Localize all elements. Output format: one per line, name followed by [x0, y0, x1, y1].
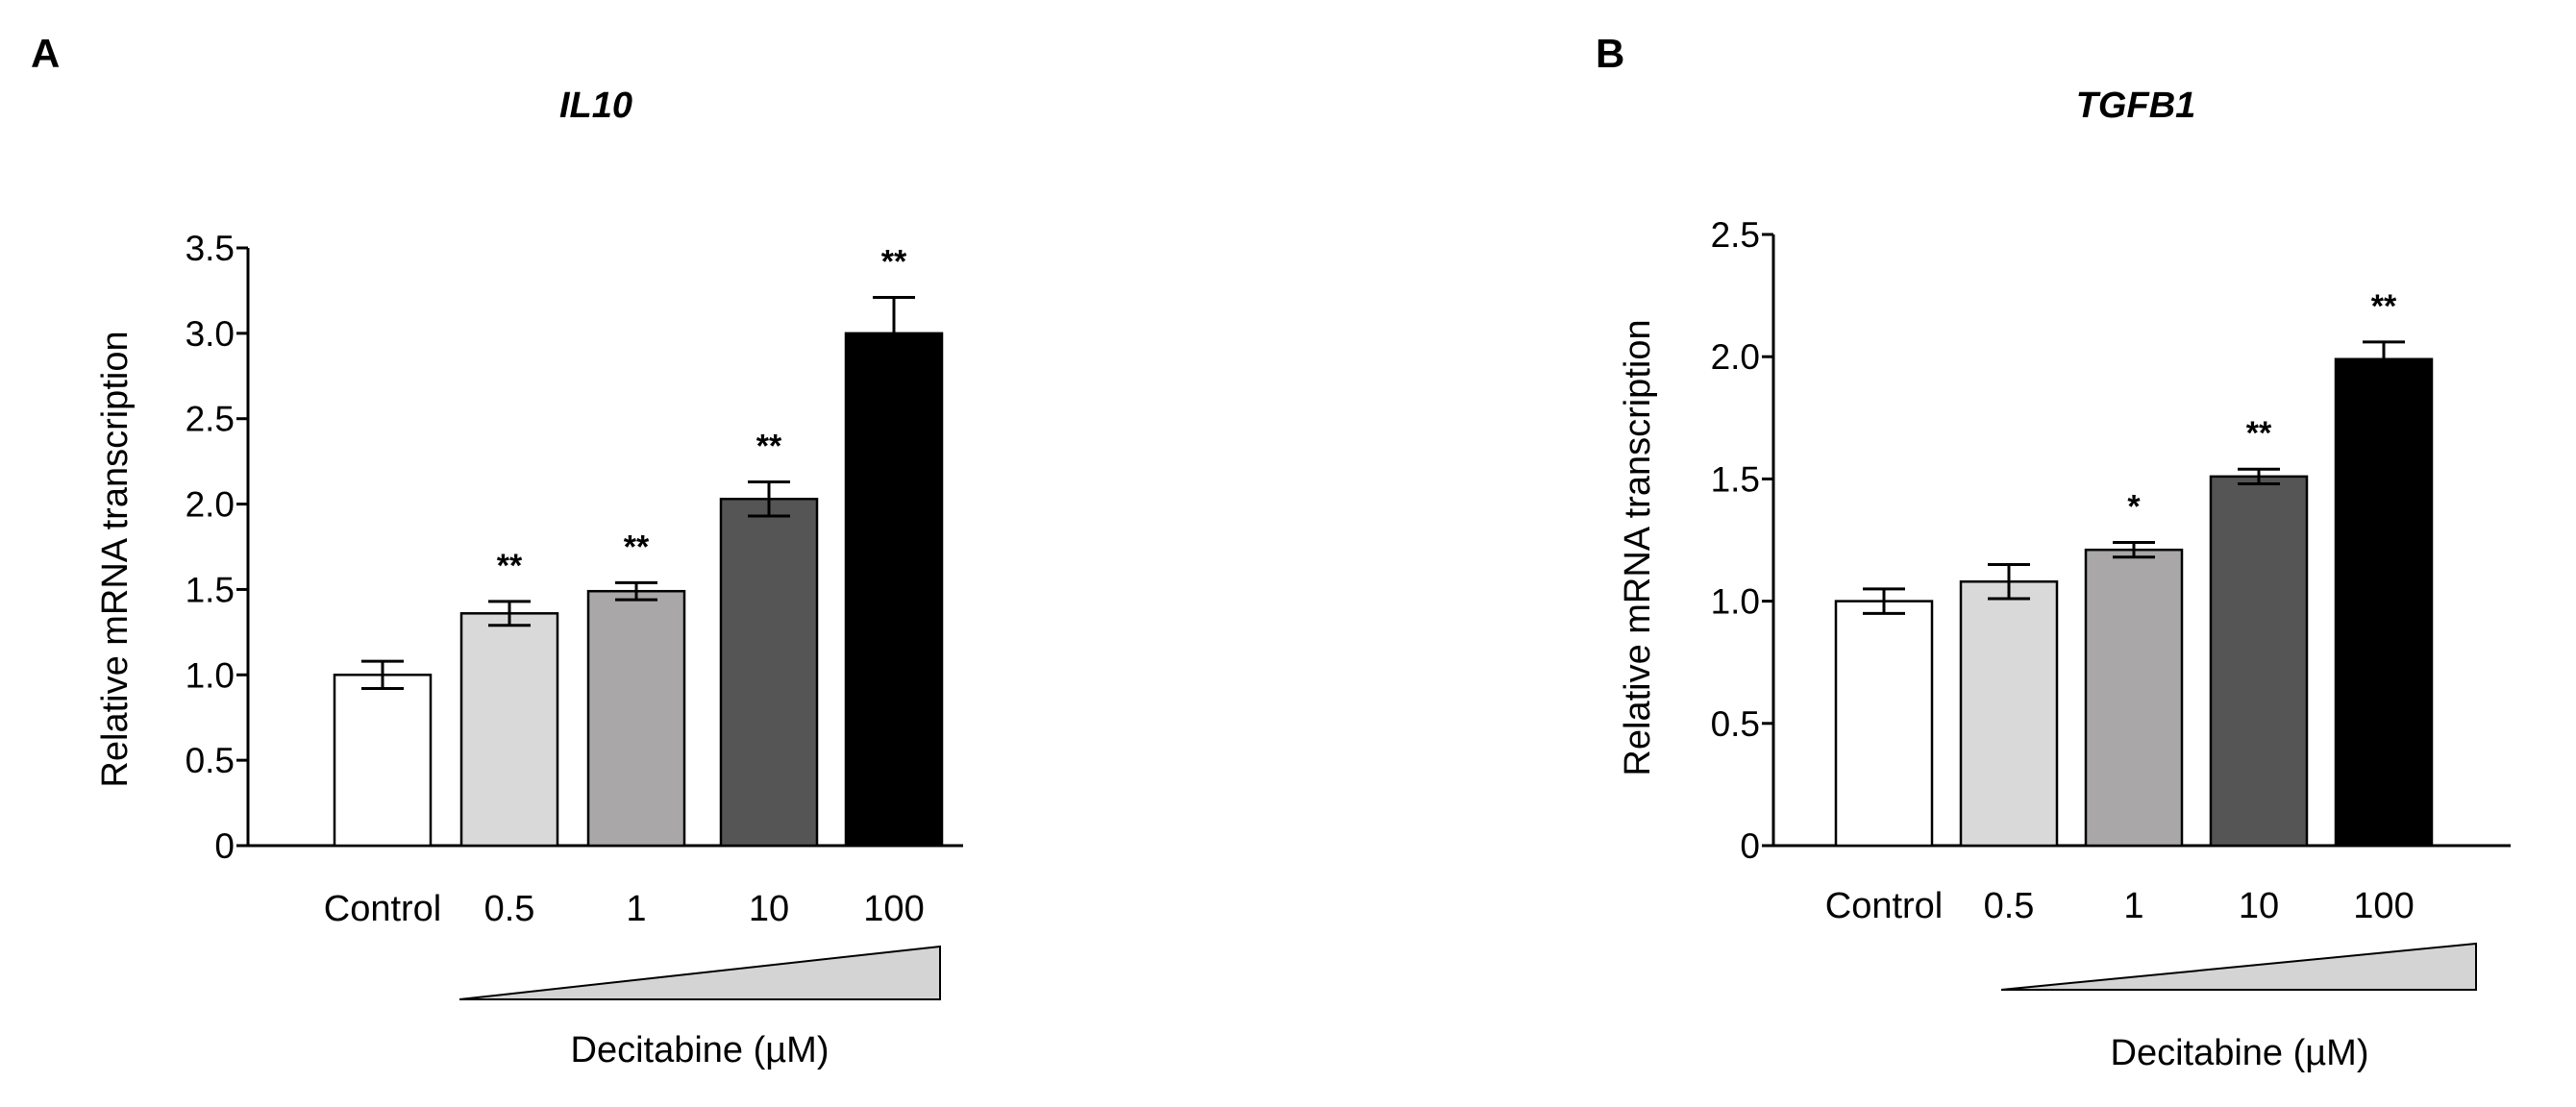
y-tick-label-b: 0 [1740, 826, 1760, 866]
y-tick-label-a: 0 [214, 826, 235, 866]
bar-b-3 [2209, 475, 2309, 848]
bar-a-0 [333, 674, 433, 848]
y-tick-label-b: 1.5 [1711, 459, 1760, 499]
bar-a-2 [586, 589, 686, 848]
y-axis-title-a: Relative mRNA transcription [95, 331, 136, 787]
x-category-label-b-1: 0.5 [1984, 886, 2035, 926]
y-tick-label-b: 1.0 [1711, 582, 1760, 622]
y-axis-title-b: Relative mRNA transcription [1618, 319, 1658, 775]
y-tick-label-b: 2.5 [1711, 215, 1760, 255]
x-category-label-b-4: 100 [2353, 886, 2414, 926]
chart-b-plot: 0 0.5 1.0 1.5 2.0 2.5 Control 0.5 * 1 ** 10 ** 100 [1711, 215, 2511, 926]
y-tick-label-a: 1.0 [186, 655, 235, 695]
bar-b-1 [1959, 579, 2059, 848]
y-tick-label-a: 3.0 [186, 314, 235, 354]
y-tick-label-b: 2.0 [1711, 337, 1760, 377]
x-category-label-a-2: 1 [626, 889, 646, 929]
x-category-label-b-0: Control [1825, 886, 1944, 926]
y-tick-label-a: 1.5 [186, 570, 235, 609]
bar-b-4 [2334, 357, 2434, 848]
significance-label-b-4: ** [2371, 288, 2397, 325]
panel-letter-b: B [1596, 31, 1624, 76]
y-tick-label-a: 2.0 [186, 485, 235, 525]
significance-label-a-4: ** [881, 244, 907, 281]
x-category-label-a-0: Control [324, 889, 442, 929]
significance-label-b-3: ** [2246, 415, 2272, 452]
bar-b-2 [2084, 548, 2184, 848]
y-tick-label-b: 0.5 [1711, 704, 1760, 744]
y-tick-label-a: 2.5 [186, 400, 235, 439]
x-category-label-a-4: 100 [863, 889, 924, 929]
bar-a-1 [459, 612, 559, 848]
dose-wedge-a [458, 945, 941, 1000]
y-tick-label-a: 0.5 [186, 741, 235, 780]
panel-a: A IL10 Relative mRNA transcription 0 0.5 1… [31, 31, 963, 1070]
significance-label-a-3: ** [756, 428, 782, 464]
significance-label-b-2: * [2127, 489, 2141, 526]
chart-title-b: TGFB1 [2076, 86, 2196, 126]
panel-b: B TGFB1 Relative mRNA transcription 0 0.5… [1596, 31, 2511, 1073]
x-category-label-b-3: 10 [2239, 886, 2279, 926]
panel-letter-a: A [31, 31, 60, 76]
x-category-label-a-3: 10 [749, 889, 789, 929]
bar-b-0 [1834, 600, 1934, 848]
chart-a-plot: 0 0.5 1.0 1.5 2.0 2.5 3.0 3.5 Control ** 0.5 ** 1 ** 1… [186, 229, 963, 929]
bar-a-3 [719, 497, 819, 848]
x-axis-title-b: Decitabine (µM) [2111, 1033, 2369, 1073]
x-axis-title-a: Decitabine (µM) [571, 1030, 830, 1070]
bar-a-4 [844, 332, 944, 848]
significance-label-a-2: ** [624, 529, 650, 565]
x-category-label-a-1: 0.5 [484, 889, 535, 929]
significance-label-a-1: ** [497, 548, 523, 584]
dose-wedge-b [2000, 942, 2477, 991]
x-category-label-b-2: 1 [2123, 886, 2143, 926]
y-tick-label-a: 3.5 [186, 229, 235, 268]
chart-title-a: IL10 [559, 86, 632, 126]
